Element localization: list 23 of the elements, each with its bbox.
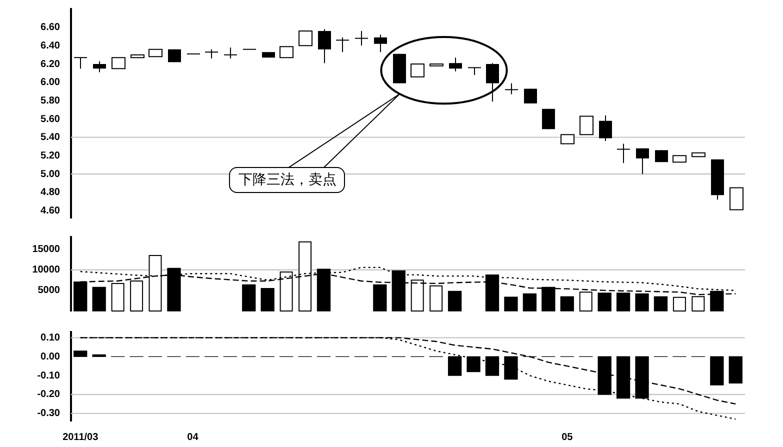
y-tick-label: 6.20 [40, 58, 60, 70]
y-tick-label: 5.60 [40, 114, 60, 125]
y-tick-label: 5.00 [40, 168, 60, 180]
y-tick-label: 10000 [32, 264, 60, 276]
y-tick-label: -0.10 [37, 370, 60, 382]
annotation: 下降三法，卖点 [229, 167, 346, 194]
y-tick-label: -0.30 [37, 408, 60, 420]
x-tick-label: 04 [187, 432, 199, 443]
x-tick-label: 05 [562, 432, 574, 443]
y-tick-label: 5.40 [40, 132, 60, 144]
y-tick-label: 6.60 [40, 22, 60, 34]
y-tick-label: 6.40 [40, 40, 60, 52]
x-tick-label: 2011/03 [62, 432, 99, 443]
y-tick-label: 5.80 [40, 95, 60, 106]
y-tick-label: 4.60 [40, 205, 60, 216]
y-tick-label: -0.20 [37, 389, 60, 400]
y-tick-label: 0.10 [40, 332, 60, 344]
y-tick-label: 5.20 [40, 150, 60, 162]
y-tick-label: 15000 [32, 244, 60, 256]
y-tick-label: 6.00 [40, 77, 60, 88]
y-tick-label: 5000 [38, 285, 60, 296]
y-tick-label: 0.00 [40, 351, 60, 362]
y-tick-label: 4.80 [40, 187, 60, 198]
